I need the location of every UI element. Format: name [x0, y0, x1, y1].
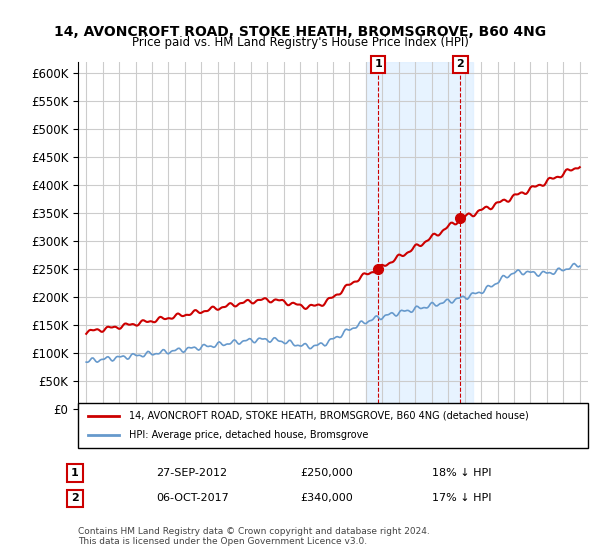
- FancyBboxPatch shape: [78, 403, 588, 448]
- Text: 18% ↓ HPI: 18% ↓ HPI: [432, 468, 491, 478]
- Text: £250,000: £250,000: [300, 468, 353, 478]
- Text: 27-SEP-2012: 27-SEP-2012: [156, 468, 227, 478]
- Bar: [366, 62, 473, 409]
- Text: 14, AVONCROFT ROAD, STOKE HEATH, BROMSGROVE, B60 4NG (detached house): 14, AVONCROFT ROAD, STOKE HEATH, BROMSGR…: [129, 410, 529, 421]
- Text: 14, AVONCROFT ROAD, STOKE HEATH, BROMSGROVE, B60 4NG: 14, AVONCROFT ROAD, STOKE HEATH, BROMSGR…: [54, 25, 546, 39]
- Text: 06-OCT-2017: 06-OCT-2017: [156, 493, 229, 503]
- Text: 2: 2: [71, 493, 79, 503]
- Text: Contains HM Land Registry data © Crown copyright and database right 2024.
This d: Contains HM Land Registry data © Crown c…: [78, 526, 430, 546]
- Text: 1: 1: [71, 468, 79, 478]
- Text: HPI: Average price, detached house, Bromsgrove: HPI: Average price, detached house, Brom…: [129, 431, 368, 441]
- Text: £340,000: £340,000: [300, 493, 353, 503]
- Text: 1: 1: [374, 59, 382, 69]
- Text: Price paid vs. HM Land Registry's House Price Index (HPI): Price paid vs. HM Land Registry's House …: [131, 36, 469, 49]
- Text: 17% ↓ HPI: 17% ↓ HPI: [432, 493, 491, 503]
- Text: 2: 2: [457, 59, 464, 69]
